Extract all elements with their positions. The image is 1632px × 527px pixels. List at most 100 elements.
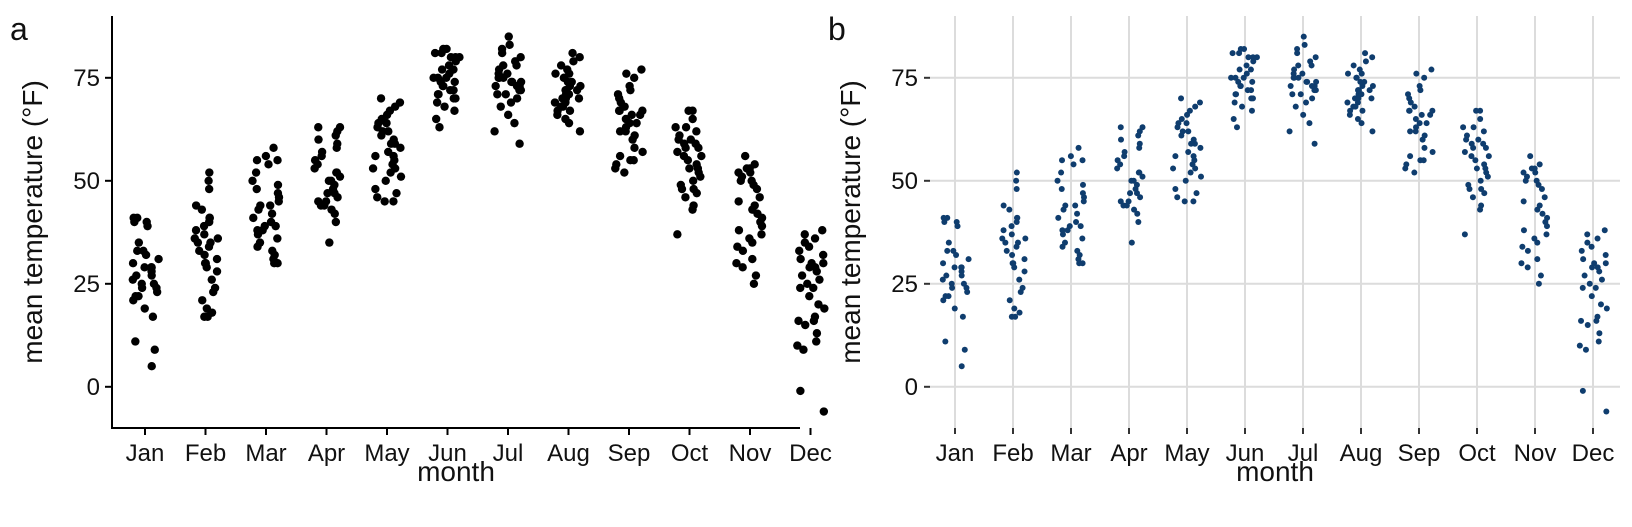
data-point (503, 69, 512, 78)
data-point (1407, 153, 1414, 160)
data-point (1186, 107, 1193, 114)
data-point (944, 247, 951, 254)
data-point (750, 160, 759, 169)
data-point (1519, 243, 1526, 250)
data-point (1133, 181, 1140, 188)
data-point (1475, 136, 1482, 143)
data-point (1588, 243, 1595, 250)
data-point (266, 201, 275, 210)
data-point (1531, 235, 1538, 242)
data-point (1579, 284, 1586, 291)
data-point (800, 238, 810, 247)
data-point (1188, 140, 1195, 147)
data-point (1350, 62, 1357, 69)
data-point (689, 184, 698, 194)
data-point (451, 94, 460, 103)
data-point (1118, 136, 1125, 143)
data-point (392, 188, 401, 198)
data-point (1593, 317, 1600, 324)
x-tick-label: Mar (245, 440, 286, 467)
data-point (320, 201, 329, 210)
data-point (1121, 148, 1128, 155)
data-point (516, 53, 525, 62)
data-point (1134, 210, 1141, 217)
x-tick-label: May (364, 440, 409, 467)
data-point (1062, 202, 1069, 209)
data-point (615, 151, 625, 161)
data-point (691, 139, 700, 148)
data-point (269, 143, 278, 153)
data-point (572, 85, 582, 95)
data-point (796, 283, 805, 293)
data-point (1309, 95, 1316, 102)
data-point (134, 238, 144, 247)
data-point (688, 176, 698, 185)
data-point (951, 305, 958, 312)
data-point (1598, 276, 1605, 283)
data-point (1002, 239, 1009, 246)
data-point (195, 246, 204, 256)
data-point (1473, 165, 1480, 172)
data-point (147, 362, 156, 371)
data-point (505, 40, 514, 50)
data-point (1362, 58, 1369, 65)
data-point (958, 272, 965, 279)
data-point (1196, 99, 1203, 106)
data-point (198, 296, 207, 305)
data-point (550, 98, 560, 107)
data-point (1362, 50, 1369, 57)
data-point (213, 234, 223, 243)
data-point (327, 205, 336, 214)
data-point (800, 230, 809, 239)
data-point (803, 279, 812, 288)
data-point (1059, 157, 1066, 164)
data-point (1247, 66, 1254, 73)
data-point (1429, 107, 1436, 114)
data-point (1416, 120, 1423, 127)
data-point (747, 176, 756, 185)
data-point (671, 123, 680, 132)
data-point (1187, 169, 1194, 176)
data-point (496, 102, 505, 111)
data-point (797, 271, 807, 280)
data-point (1485, 153, 1492, 160)
data-point (1304, 78, 1311, 85)
data-point (630, 131, 639, 140)
data-point (206, 238, 215, 247)
data-point (1178, 95, 1185, 102)
data-point (1248, 87, 1255, 94)
data-point (625, 81, 634, 91)
data-point (1137, 194, 1144, 201)
data-point (190, 234, 199, 243)
data-point (201, 259, 210, 268)
data-point (1469, 194, 1476, 201)
data-point (1061, 239, 1068, 246)
data-point (1358, 120, 1365, 127)
data-point (1533, 177, 1540, 184)
data-point (249, 213, 258, 223)
data-point (1460, 124, 1467, 131)
data-point (1541, 194, 1548, 201)
data-point (1421, 74, 1428, 81)
data-point (1139, 124, 1146, 131)
data-point (140, 304, 149, 313)
data-point (267, 209, 277, 218)
data-point (1359, 107, 1366, 114)
data-point (638, 147, 647, 157)
data-point (1538, 186, 1545, 193)
y-tick-label: 75 (891, 65, 918, 92)
data-point (252, 156, 262, 165)
data-point (1190, 198, 1197, 205)
data-point (1597, 301, 1604, 308)
data-point (1480, 128, 1487, 135)
data-point (1197, 173, 1204, 180)
data-point (1524, 264, 1531, 271)
data-point (697, 151, 706, 161)
data-point (204, 184, 214, 194)
data-point (1009, 251, 1016, 258)
x-tick-label: Mar (1050, 440, 1091, 467)
data-point (1172, 186, 1179, 193)
data-point (1291, 74, 1298, 81)
data-point (812, 337, 821, 346)
data-point (1185, 148, 1192, 155)
